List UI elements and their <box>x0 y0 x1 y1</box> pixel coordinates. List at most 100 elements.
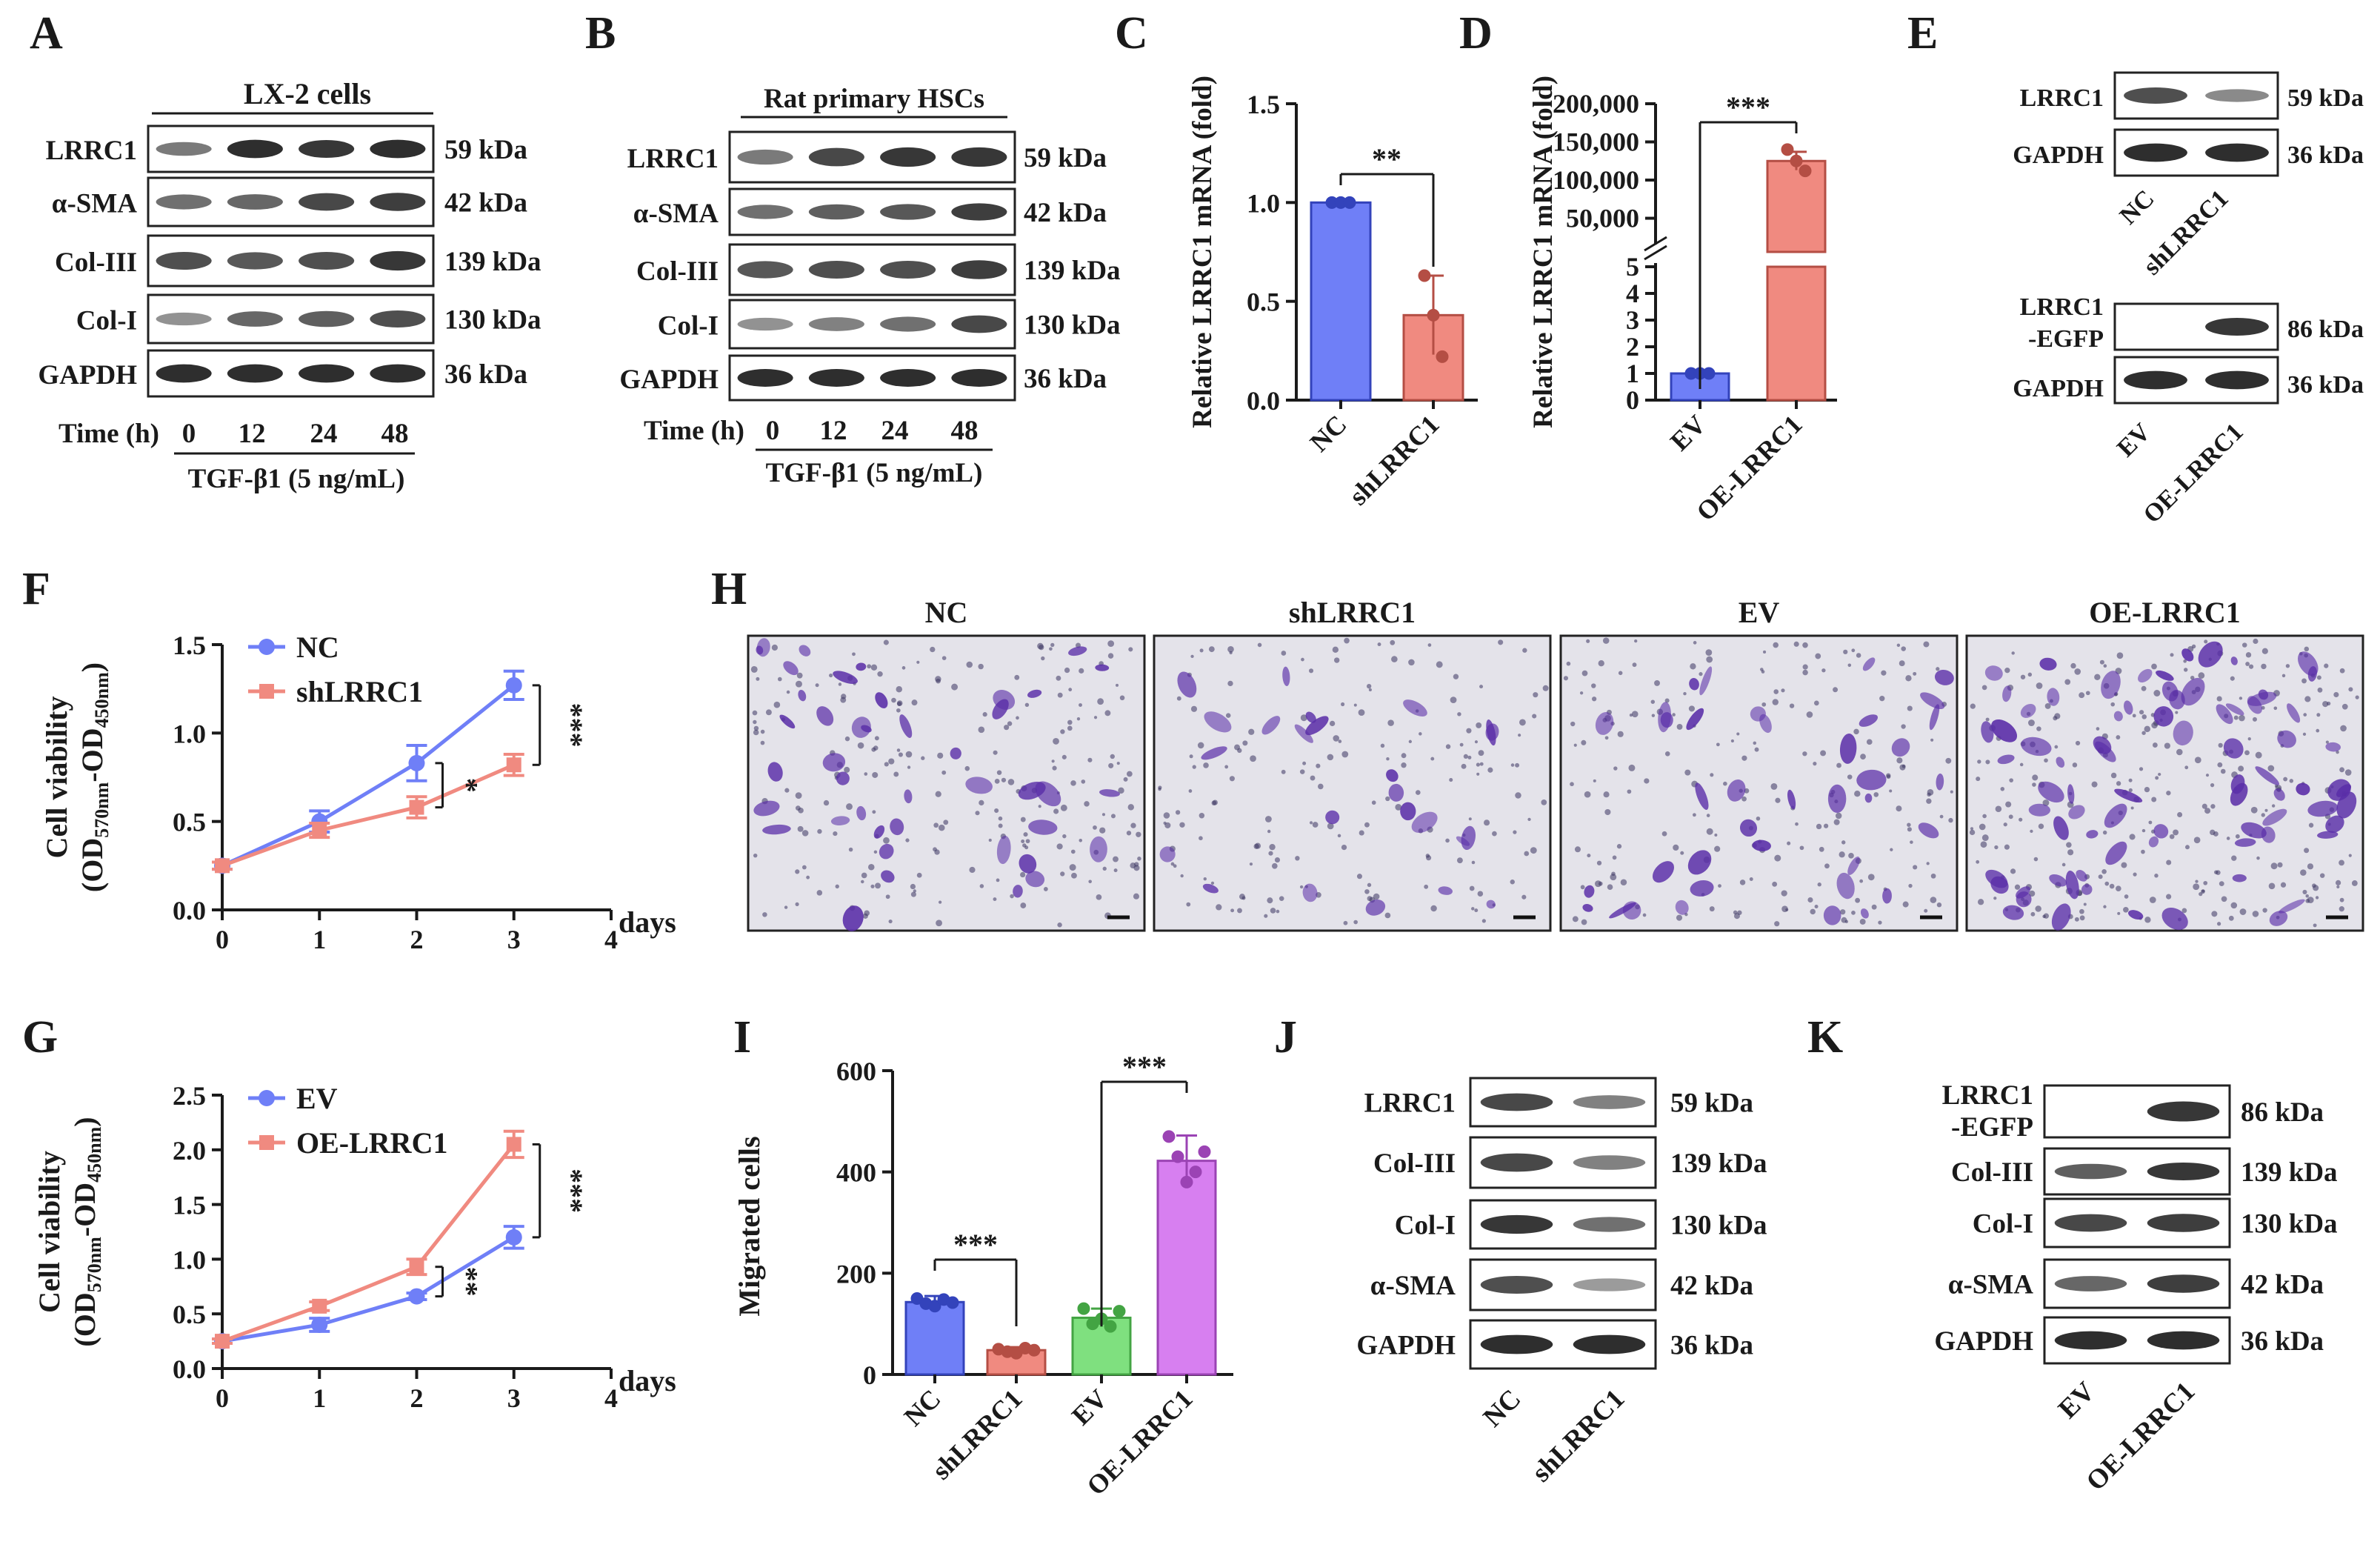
blot-row-band <box>880 204 936 220</box>
pore-dot <box>1461 763 1467 769</box>
pore-dot <box>1408 659 1415 666</box>
pore-dot <box>1309 821 1313 825</box>
migrated-cell <box>1752 839 1771 851</box>
pore-dot <box>1851 648 1856 653</box>
pore-dot <box>2355 695 2359 699</box>
migrated-cell <box>1027 689 1042 698</box>
kda-label: 59 kDa <box>444 135 527 165</box>
pore-dot <box>1071 872 1077 879</box>
pore-dot <box>998 823 1003 828</box>
pore-dot <box>1430 757 1435 761</box>
pore-dot <box>2152 742 2158 748</box>
x-tick-label: 4 <box>604 1383 618 1413</box>
time-tick: 48 <box>381 419 409 449</box>
pore-dot <box>1855 897 1861 903</box>
migrated-cell <box>2028 803 2051 817</box>
pore-dot <box>1049 647 1053 651</box>
pore-dot <box>1616 844 1622 849</box>
pore-dot <box>2339 906 2344 912</box>
blot-row-band <box>880 260 936 279</box>
pore-dot <box>910 891 916 897</box>
pore-dot <box>1899 660 1905 667</box>
pore-dot <box>2205 774 2210 777</box>
blot-row-band <box>156 251 212 270</box>
migrated-cell <box>1456 836 1470 846</box>
pore-dot <box>1367 882 1372 888</box>
data-point <box>1113 1305 1126 1318</box>
migrated-cell <box>2081 884 2093 895</box>
pore-dot <box>1604 736 1609 740</box>
panel-k-blot: LRRC1-EGFP 86 kDa Col-III 139 kDa Col-I 130 k… <box>1934 1080 2337 1497</box>
blot-row-band <box>2205 318 2269 336</box>
y-tick-label: 150,000 <box>1553 127 1639 157</box>
migrated-cell <box>1019 854 1037 874</box>
migrated-cell <box>861 725 872 733</box>
row-label: Col-III <box>636 256 719 287</box>
migrated-cell <box>1302 883 1318 902</box>
pore-dot <box>1709 906 1715 912</box>
kda-label: 36 kDa <box>2241 1326 2324 1357</box>
pore-dot <box>2132 714 2136 718</box>
blot-row-band <box>370 193 426 211</box>
pore-dot <box>2177 811 2183 818</box>
blot-row-band <box>1573 1334 1646 1354</box>
migrated-cell <box>1028 819 1058 835</box>
pore-dot <box>994 778 1000 784</box>
blot-row-band <box>808 260 864 279</box>
pore-dot <box>1113 868 1118 873</box>
pore-dot <box>1344 637 1350 644</box>
pore-dot <box>2139 767 2144 771</box>
pore-dot <box>2075 740 2081 746</box>
row-label: LRRC1 <box>46 136 137 166</box>
pore-dot <box>2300 869 2307 876</box>
migrated-cell <box>2181 677 2205 706</box>
legend-label: EV <box>296 1082 338 1115</box>
migrated-cell <box>2296 782 2310 796</box>
pore-dot <box>1651 714 1656 717</box>
pore-dot <box>1993 897 1997 900</box>
migrated-cell <box>1727 779 1746 802</box>
pore-dot <box>1038 805 1041 808</box>
pore-dot <box>1020 871 1026 878</box>
pore-dot <box>1173 864 1177 868</box>
migrated-cell <box>2336 784 2352 797</box>
pore-dot <box>2124 894 2129 899</box>
pore-dot <box>1081 779 1086 784</box>
y-axis-sublabel-part: -OD <box>76 728 109 782</box>
pore-dot <box>2139 710 2144 715</box>
y-axis-label: Migrated cells <box>733 1136 766 1316</box>
pore-dot <box>2307 863 2314 870</box>
pore-dot <box>817 828 822 834</box>
pore-dot <box>862 913 868 919</box>
pore-dot <box>2008 814 2013 819</box>
pore-dot <box>1110 754 1115 759</box>
pore-dot <box>1688 705 1695 712</box>
pore-dot <box>2038 823 2044 829</box>
pore-dot <box>2102 830 2107 835</box>
pore-dot <box>2213 831 2219 837</box>
pore-dot <box>2096 727 2100 731</box>
panel-label-E: E <box>1907 8 1938 59</box>
series-marker <box>215 1334 230 1349</box>
migrated-cell <box>2325 815 2344 834</box>
migrated-cell <box>899 714 913 738</box>
pore-dot <box>1879 696 1885 702</box>
pore-dot <box>760 740 765 745</box>
pore-dot <box>2141 731 2146 735</box>
y-tick-label: 0.0 <box>173 896 206 925</box>
pore-dot <box>1772 881 1778 887</box>
pore-dot <box>752 710 758 716</box>
pore-dot <box>2283 777 2288 782</box>
pore-dot <box>1806 711 1813 718</box>
pore-dot <box>2339 897 2344 902</box>
pore-dot <box>2128 788 2133 793</box>
pore-dot <box>1386 757 1390 761</box>
pore-dot <box>1492 831 1497 837</box>
pore-dot <box>1676 914 1683 921</box>
pore-dot <box>773 701 781 708</box>
pore-dot <box>1532 714 1537 719</box>
pore-dot <box>1510 880 1515 885</box>
pore-dot <box>2303 713 2307 717</box>
pore-dot <box>996 770 1002 775</box>
